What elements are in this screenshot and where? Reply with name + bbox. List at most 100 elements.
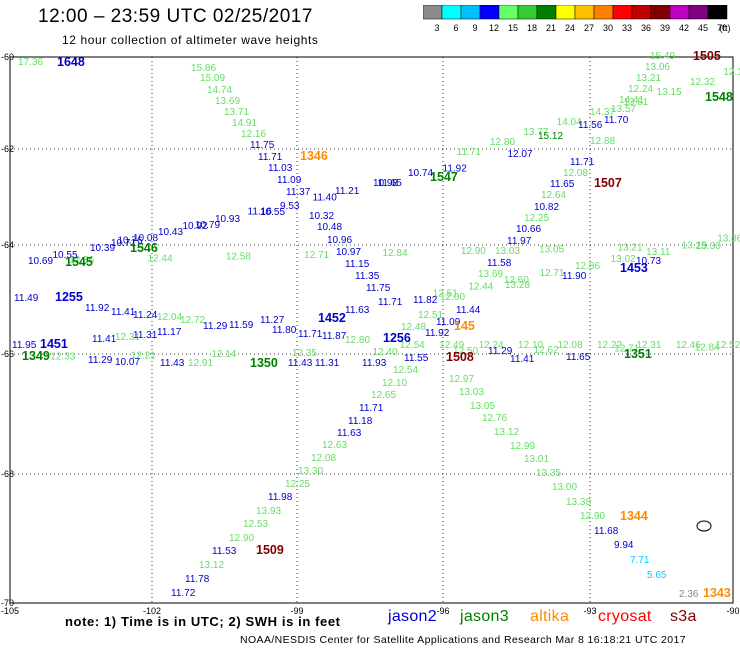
swh-value: 10.71: [111, 238, 136, 249]
lon-label: -90: [726, 606, 739, 616]
swh-value: 11.43: [288, 358, 313, 369]
swh-value: 13.03: [459, 387, 484, 398]
track-swh-value: 13.77: [523, 127, 548, 138]
swh-value: 11.49: [14, 293, 39, 304]
swh-value: 17.36: [18, 57, 43, 68]
colorbar-tick: 39: [660, 23, 670, 33]
colorbar-tick: 70: [717, 23, 727, 33]
swh-value: 11.71: [378, 297, 403, 308]
swh-value: 10.97: [336, 247, 361, 258]
track-swh-value: 11.40: [313, 192, 338, 203]
track-swh-value: 12.62: [534, 345, 559, 356]
track-swh-value: 12.86: [575, 261, 600, 272]
swh-value: 11.41: [92, 334, 117, 345]
swh-value: 11.78: [185, 574, 210, 585]
colorbar-tick: 12: [489, 23, 499, 33]
pass-time-label: 1346: [300, 149, 328, 163]
track-swh-value: 13.36: [717, 233, 740, 244]
swh-value: 11.68: [594, 526, 619, 537]
track-swh-value: 11.16: [248, 207, 273, 218]
swh-value: 12.04: [157, 312, 182, 323]
track-swh-value: 12.36: [69, 255, 94, 266]
colorbar-tick: 45: [698, 23, 708, 33]
track-swh-value: 13.11: [646, 247, 671, 258]
swh-value: 10.32: [309, 211, 334, 222]
swh-value: 11.53: [212, 546, 237, 557]
colorbar-tick: 42: [679, 23, 689, 33]
swh-value: 9.53: [280, 201, 300, 212]
swh-value: 12.99: [510, 441, 535, 452]
lat-label: -62: [1, 144, 14, 154]
swh-value: 9.94: [614, 540, 634, 551]
swh-value: 13.38: [566, 497, 591, 508]
swh-value: 11.75: [366, 283, 391, 294]
swh-value: 12.16: [241, 129, 266, 140]
track-swh-value: 12.35: [292, 348, 317, 359]
legend-s3a: s3a: [670, 608, 697, 625]
swh-value: 12.54: [393, 365, 418, 376]
legend-jason2: jason2: [388, 608, 437, 625]
page-subtitle: 12 hour collection of altimeter wave hei…: [62, 33, 319, 47]
swh-value: 10.93: [215, 214, 240, 225]
pass-time-label: 1453: [620, 261, 648, 275]
pass-time-label: 1349: [22, 349, 50, 363]
swh-value: 10.43: [158, 227, 183, 238]
colorbar-tick: 24: [565, 23, 575, 33]
swh-value: 11.24: [133, 310, 158, 321]
swh-value: 12.97: [449, 374, 474, 385]
swh-value: 13.30: [298, 466, 323, 477]
swh-value: 12.90: [580, 511, 605, 522]
pass-time-label: 1255: [55, 290, 83, 304]
swh-value: 13.57: [611, 104, 636, 115]
track-swh-value: 12.21: [131, 350, 156, 361]
swh-value: 12.76: [482, 413, 507, 424]
track-swh-value: 12.07: [508, 149, 533, 160]
pass-time-label: 1505: [693, 49, 721, 63]
swh-value: 11.75: [250, 140, 275, 151]
swh-value: 11.82: [413, 295, 438, 306]
swh-value: 15.09: [200, 73, 225, 84]
track-swh-value: 13.30: [696, 241, 721, 252]
track-swh-value: 12.60: [504, 275, 529, 286]
swh-value: 10.79: [195, 220, 220, 231]
swh-value: 13.69: [215, 96, 240, 107]
swh-value: 12.08: [563, 168, 588, 179]
swh-value: 11.31: [315, 358, 340, 369]
colorbar-tick: 9: [472, 23, 477, 33]
track-swh-value: 12.50: [453, 346, 478, 357]
swh-value: 11.63: [345, 305, 370, 316]
swh-value: 11.56: [578, 120, 603, 131]
swh-value: 10.48: [317, 222, 342, 233]
colorbar-tick: 33: [622, 23, 632, 33]
swh-value: 12.51: [418, 310, 443, 321]
track-swh-value: 10.92: [183, 221, 208, 232]
swh-value: 11.29: [88, 355, 113, 366]
colorbar-tick: 15: [508, 23, 518, 33]
track-swh-value: 12.58: [226, 252, 251, 263]
legend-note: note: 1) Time is in UTC; 2) SWH is in fe…: [65, 614, 341, 629]
colorbar-tick: 21: [546, 23, 556, 33]
swh-value: 11.87: [322, 331, 347, 342]
pass-time-label: 1507: [594, 176, 622, 190]
swh-value: 13.28: [505, 280, 530, 291]
track-swh-value: 12.49: [439, 340, 464, 351]
swh-value: 11.35: [355, 271, 380, 282]
swh-value: 11.92: [425, 328, 450, 339]
swh-value: 10.98: [373, 178, 398, 189]
swh-value: 11.09: [277, 175, 302, 186]
swh-value: 10.08: [133, 233, 158, 244]
pass-time-label: 1648: [57, 55, 85, 69]
swh-value: 11.93: [362, 358, 387, 369]
swh-value: 11.29: [488, 346, 513, 357]
track-swh-value: 14.37: [590, 107, 615, 118]
swh-value: 13.12: [494, 427, 519, 438]
colorbar-tick: 36: [641, 23, 651, 33]
track-swh-value: 12.31: [636, 340, 661, 351]
colorbar-tick: 30: [603, 23, 613, 33]
pass-time-label: 1546: [130, 241, 158, 255]
swh-value: 13.71: [224, 107, 249, 118]
map-frame: [9, 56, 734, 604]
track-swh-value: 10.55: [53, 250, 78, 261]
pass-time-label: 1547: [430, 170, 458, 184]
